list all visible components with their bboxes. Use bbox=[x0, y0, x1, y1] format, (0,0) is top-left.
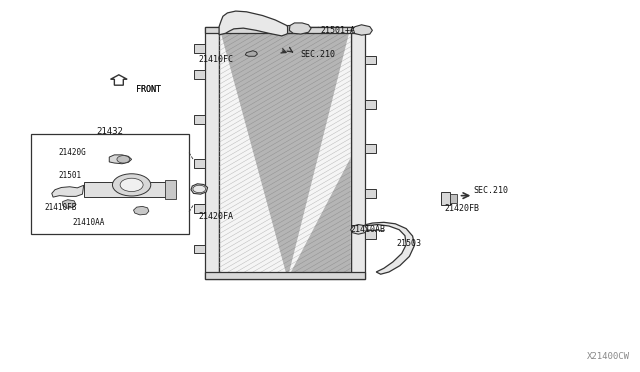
Text: 21410AA: 21410AA bbox=[72, 218, 104, 227]
Polygon shape bbox=[63, 200, 76, 208]
Bar bbox=[193, 44, 205, 53]
Bar bbox=[287, 25, 297, 33]
Bar bbox=[365, 55, 376, 64]
Bar bbox=[442, 192, 451, 205]
Text: SEC.210: SEC.210 bbox=[301, 50, 336, 59]
Polygon shape bbox=[245, 51, 257, 56]
Circle shape bbox=[193, 185, 205, 193]
Polygon shape bbox=[219, 27, 351, 279]
Bar bbox=[205, 272, 365, 279]
Bar bbox=[193, 204, 205, 213]
Text: 21503: 21503 bbox=[397, 238, 422, 248]
Polygon shape bbox=[351, 25, 372, 35]
Text: 21420G: 21420G bbox=[58, 148, 86, 157]
Polygon shape bbox=[191, 184, 207, 194]
Polygon shape bbox=[365, 222, 415, 274]
Circle shape bbox=[117, 155, 130, 163]
Text: FRONT: FRONT bbox=[136, 85, 161, 94]
Text: 21501: 21501 bbox=[58, 171, 81, 180]
Bar bbox=[219, 27, 351, 279]
Bar bbox=[365, 230, 376, 238]
Text: 21420FB: 21420FB bbox=[445, 204, 479, 213]
Polygon shape bbox=[287, 158, 351, 279]
Text: FRONT: FRONT bbox=[136, 85, 161, 94]
Bar bbox=[193, 115, 205, 124]
Circle shape bbox=[113, 174, 151, 196]
Bar bbox=[351, 27, 365, 279]
Bar bbox=[193, 70, 205, 79]
Text: SEC.210: SEC.210 bbox=[473, 186, 508, 195]
Bar bbox=[193, 244, 205, 253]
Text: 21410FC: 21410FC bbox=[198, 55, 234, 64]
Bar bbox=[31, 134, 189, 234]
Polygon shape bbox=[351, 225, 367, 234]
Polygon shape bbox=[289, 23, 311, 34]
Polygon shape bbox=[134, 206, 149, 215]
Bar bbox=[365, 144, 376, 153]
Bar bbox=[451, 194, 457, 203]
Bar bbox=[166, 180, 175, 199]
Text: 21410AB: 21410AB bbox=[351, 225, 386, 234]
Polygon shape bbox=[52, 185, 84, 197]
Text: 21410FB: 21410FB bbox=[44, 203, 77, 212]
Bar bbox=[84, 182, 167, 197]
Circle shape bbox=[120, 178, 143, 192]
Text: 21432: 21432 bbox=[96, 126, 123, 136]
Bar bbox=[365, 100, 376, 109]
Polygon shape bbox=[109, 155, 132, 164]
Text: 21501+A: 21501+A bbox=[320, 26, 355, 35]
Bar bbox=[205, 27, 365, 33]
Text: 21420FA: 21420FA bbox=[198, 212, 234, 221]
Bar bbox=[365, 189, 376, 198]
Text: X21400CW: X21400CW bbox=[587, 352, 630, 361]
Bar bbox=[205, 27, 219, 279]
Polygon shape bbox=[219, 11, 290, 36]
Bar bbox=[193, 159, 205, 168]
Bar bbox=[219, 27, 351, 279]
